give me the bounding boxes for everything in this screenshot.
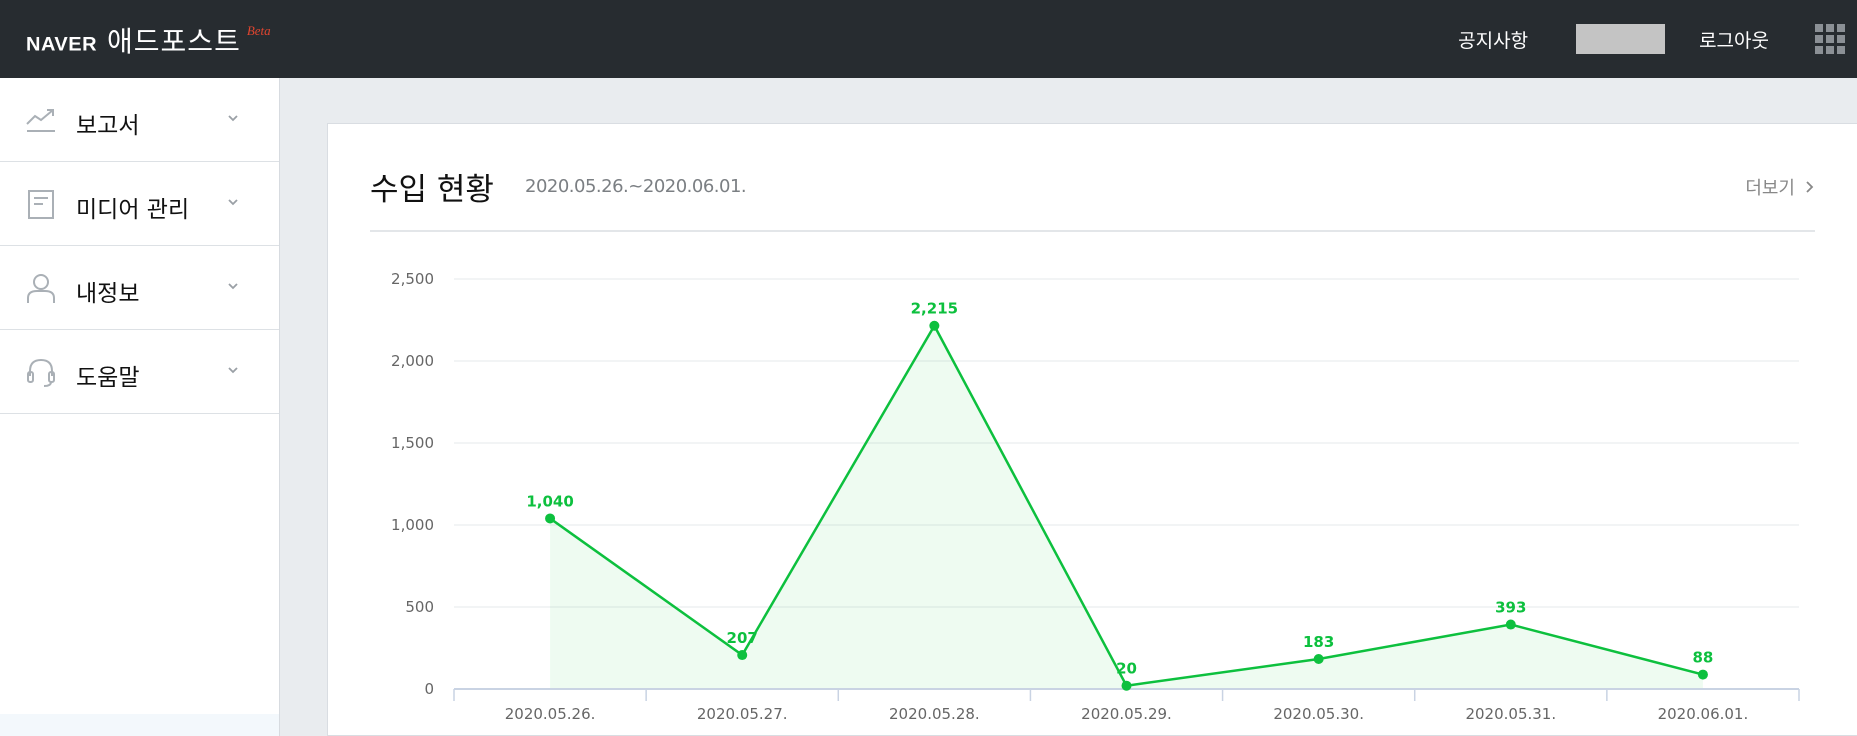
sidebar-item-media[interactable]: 미디어 관리	[0, 162, 279, 246]
naver-adpost-logo[interactable]: NAVER 애드포스트 Beta	[26, 20, 271, 60]
sidebar-item-label: 보고서	[76, 113, 140, 139]
data-point	[737, 650, 748, 661]
data-point	[1313, 653, 1324, 664]
chevron-down-icon	[228, 367, 238, 374]
y-tick-label: 1,000	[391, 516, 434, 534]
data-point	[1505, 619, 1516, 630]
data-label: 393	[1495, 599, 1526, 617]
data-label: 207	[727, 629, 758, 647]
more-link-label: 더보기	[1745, 178, 1795, 199]
y-tick-label: 500	[405, 598, 434, 616]
x-tick-label: 2020.05.27.	[697, 705, 788, 723]
x-tick-label: 2020.06.01.	[1658, 705, 1749, 723]
top-navigation-bar: NAVER 애드포스트 Beta 공지사항 로그아웃	[0, 0, 1857, 78]
revenue-line-chart: 0 500 1,000 1,500 2,000 2,500 2020.05.26. 2020.…	[391, 270, 1800, 723]
data-point	[1697, 669, 1708, 680]
data-point	[929, 320, 940, 331]
y-tick-label: 0	[424, 680, 434, 698]
data-point	[1121, 680, 1132, 691]
top-right-menu: 공지사항 로그아웃	[1458, 0, 1857, 78]
data-label: 183	[1303, 633, 1334, 651]
logo-beta-badge: Beta	[246, 23, 271, 38]
data-label: 20	[1116, 660, 1137, 678]
data-label: 88	[1692, 649, 1713, 667]
logout-link[interactable]: 로그아웃	[1699, 29, 1769, 52]
chevron-right-icon	[1806, 181, 1814, 193]
data-point	[545, 513, 556, 524]
sidebar-item-help[interactable]: 도움말	[0, 330, 279, 414]
grid-apps-icon[interactable]	[1815, 24, 1845, 54]
sidebar-item-label: 도움말	[76, 365, 140, 391]
document-icon	[28, 190, 54, 219]
headset-icon	[27, 358, 55, 387]
card-divider	[370, 230, 1815, 232]
more-link[interactable]: 더보기	[1745, 174, 1815, 200]
x-tick-label: 2020.05.30.	[1273, 705, 1364, 723]
logo-title: 애드포스트	[107, 25, 241, 58]
y-tick-label: 2,500	[391, 270, 434, 288]
report-chart-icon	[26, 109, 55, 132]
x-tick-label: 2020.05.29.	[1081, 705, 1172, 723]
data-label: 1,040	[526, 492, 573, 510]
card-title: 수입 현황	[370, 172, 494, 208]
sidebar-item-label: 내정보	[76, 281, 140, 307]
person-icon	[27, 274, 55, 303]
data-label: 2,215	[911, 300, 958, 318]
y-tick-label: 1,500	[391, 434, 434, 452]
chevron-down-icon	[228, 199, 238, 206]
logo-brand: NAVER	[26, 34, 98, 56]
user-name-box[interactable]	[1576, 24, 1666, 54]
series-area-fill	[550, 325, 1703, 689]
y-tick-label: 2,000	[391, 352, 434, 370]
x-tick-label: 2020.05.31.	[1465, 705, 1556, 723]
x-tick-label: 2020.05.26.	[505, 705, 596, 723]
date-range: 2020.05.26.~2020.06.01.	[525, 176, 747, 197]
revenue-status-card: 수입 현황 2020.05.26.~2020.06.01. 더보기 0 500 1,…	[327, 123, 1857, 736]
chevron-down-icon	[228, 283, 238, 290]
sidebar-footer-strip	[0, 714, 279, 736]
x-tick-label: 2020.05.28.	[889, 705, 980, 723]
notice-link[interactable]: 공지사항	[1458, 29, 1529, 52]
chevron-down-icon	[228, 115, 238, 122]
sidebar-item-label: 미디어 관리	[76, 197, 190, 223]
sidebar: 보고서 미디어 관리 내정보 도움말	[0, 78, 280, 736]
sidebar-item-my-info[interactable]: 내정보	[0, 246, 279, 330]
sidebar-item-report[interactable]: 보고서	[0, 78, 279, 162]
